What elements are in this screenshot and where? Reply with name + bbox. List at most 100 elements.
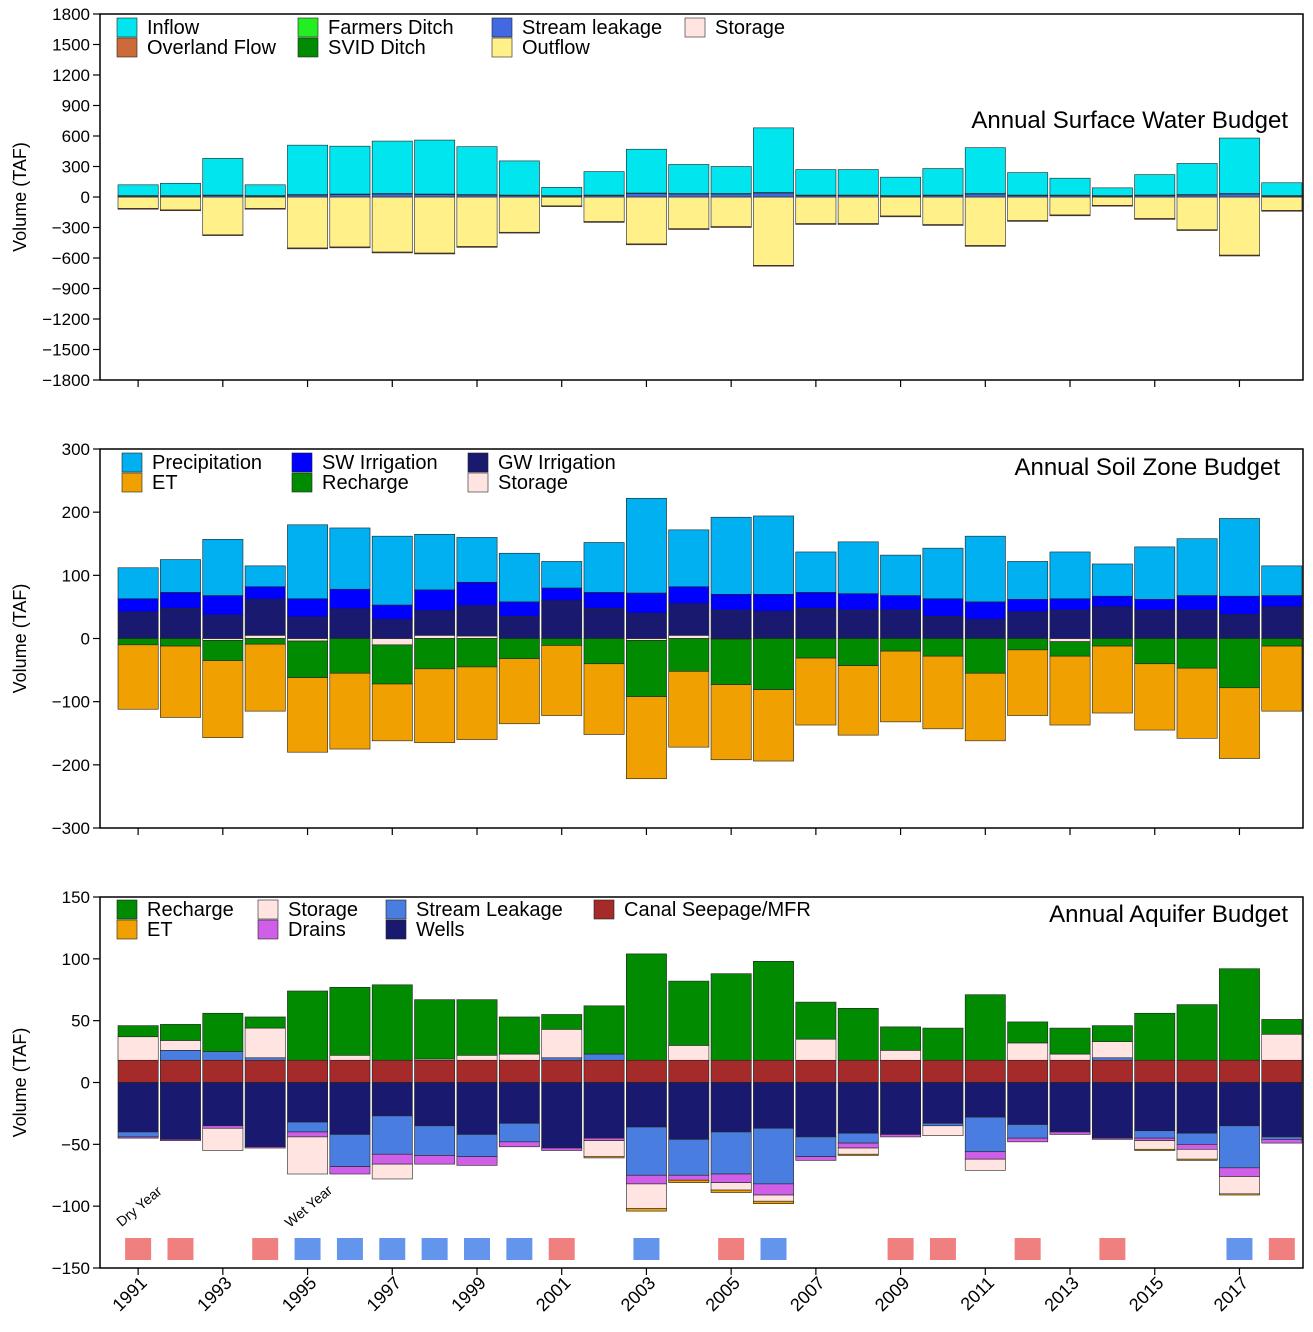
bar-segment [964,1116,1006,1153]
year-marker [887,1238,914,1260]
bar-segment [1176,638,1218,669]
y-tick-label: −900 [52,280,90,299]
y-tick-label: 300 [62,440,90,459]
bar-segment [371,1163,413,1180]
bar-segment [1176,609,1218,639]
legend-key [593,899,615,920]
legend-label: Wells [416,919,465,941]
bar-segment [837,169,879,196]
bar-segment [964,1158,1006,1171]
bar-segment [626,1183,667,1209]
bar-segment [583,1140,625,1157]
bar-segment [1219,1193,1260,1196]
bar-segment [668,228,710,230]
bar-segment [117,567,159,600]
bar-segment [498,658,540,725]
bar-segment [329,1166,371,1175]
bar-segment [1091,645,1133,714]
bar-segment [371,619,413,639]
legend-key [257,899,279,920]
bar-segment [1091,1137,1133,1140]
bar-segment [414,635,456,639]
y-tick-label: 0 [81,1074,90,1093]
bar-segment [1261,645,1303,712]
bar-segment [795,1038,837,1061]
y-tick-label: −100 [52,1197,90,1216]
bar-segment [583,542,625,593]
bar-segment [160,1059,201,1083]
bar-segment [922,1027,964,1061]
bar-segment [922,1059,964,1083]
bar-segment [880,1050,922,1061]
bar-segment [1007,196,1049,221]
bar-segment [498,601,540,617]
y-tick-label: −300 [52,219,90,238]
y-tick-label: 0 [81,188,90,207]
bar-segment [583,592,625,609]
year-marker [1268,1238,1295,1260]
bar-segment [922,1082,964,1124]
bar-segment [1049,609,1091,639]
bar-segment [287,247,328,250]
bar-segment [710,166,752,194]
x-tick-label: 2007 [786,1273,828,1315]
bar-segment [541,1059,583,1083]
year-marker [421,1238,448,1260]
bar-segment [880,609,922,639]
bar-segment [1049,638,1091,642]
bar-segment [837,593,879,611]
bar-segment [329,608,371,639]
bar-segment [287,640,328,678]
bar-segment [1176,194,1218,198]
bar-segment [753,196,794,266]
bar-segment [1176,1004,1218,1061]
x-tick-label: 2009 [871,1273,913,1315]
bar-segment [795,1136,837,1157]
bar-segment [837,1082,879,1134]
bar-segment [456,1134,498,1157]
bar-segment [287,990,328,1061]
bar-segment [1049,1053,1091,1061]
bar-segment [710,609,752,639]
bar-segment [541,638,583,646]
bar-segment [371,1115,413,1155]
bar-segment [244,565,286,588]
bar-segment [329,196,371,248]
bar-segment [117,1025,159,1038]
bar-segment [117,638,159,646]
bar-segment [202,158,244,196]
bar-segment [668,196,710,230]
bar-segment [160,607,201,639]
bar-segment [1219,196,1260,256]
bar-segment [244,1146,286,1149]
bar-segment [837,1132,879,1144]
bar-segment [202,196,244,236]
bar-segment [1219,1167,1260,1177]
bar-segment [244,208,286,210]
bar-segment [1091,563,1133,597]
bar-segment [287,194,328,198]
legend-key [291,452,313,473]
bar-segment [583,1005,625,1055]
legend-key [385,919,407,940]
legend-key [116,37,138,58]
bar-segment [541,196,583,207]
year-marker [167,1238,194,1260]
y-tick-label: 100 [62,566,90,585]
bar-segment [1091,205,1133,207]
bar-segment [1134,1082,1176,1132]
bar-segment [1134,174,1176,196]
bar-segment [1261,565,1303,596]
bar-segment [795,196,837,224]
bar-segment [922,1123,964,1127]
bar-segment [1219,518,1260,597]
legend-key [467,452,489,473]
bar-segment [668,586,710,605]
bar-segment [668,1059,710,1083]
bar-segment [1261,606,1303,639]
bar-segment [541,1014,583,1030]
legend-label: ET [152,472,178,494]
bar-segment [880,1134,922,1138]
bar-segment [1176,196,1218,231]
